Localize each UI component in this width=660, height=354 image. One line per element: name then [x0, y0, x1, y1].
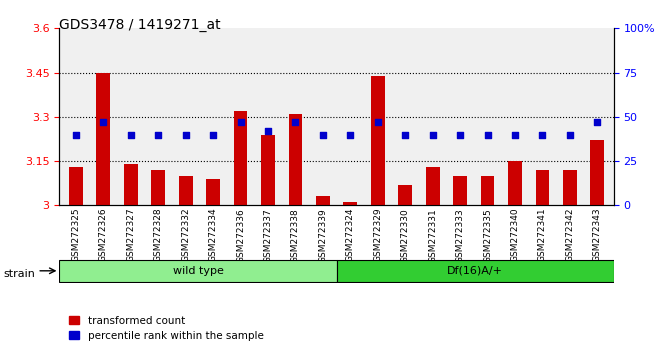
Point: [537, 132, 548, 137]
Text: GSM272337: GSM272337: [263, 208, 273, 263]
Point: [208, 132, 218, 137]
Text: GSM272333: GSM272333: [455, 208, 465, 263]
Point: [153, 132, 164, 137]
Text: GSM272340: GSM272340: [510, 208, 519, 262]
Text: GSM272341: GSM272341: [538, 208, 547, 262]
Text: strain: strain: [3, 269, 35, 279]
Bar: [343, 202, 357, 205]
Text: GSM272342: GSM272342: [566, 208, 574, 262]
Text: GSM272328: GSM272328: [154, 208, 163, 262]
Point: [564, 132, 575, 137]
Text: GSM272332: GSM272332: [181, 208, 190, 262]
Point: [400, 132, 411, 137]
Text: GSM272336: GSM272336: [236, 208, 245, 263]
Text: GSM272330: GSM272330: [401, 208, 410, 263]
Text: GSM272325: GSM272325: [71, 208, 81, 262]
Bar: [261, 135, 275, 205]
Text: GSM272334: GSM272334: [209, 208, 218, 262]
Text: GSM272335: GSM272335: [483, 208, 492, 263]
Legend: transformed count, percentile rank within the sample: transformed count, percentile rank withi…: [65, 312, 267, 345]
Point: [180, 132, 191, 137]
Point: [482, 132, 493, 137]
Text: GSM272329: GSM272329: [374, 208, 382, 262]
Bar: [508, 161, 522, 205]
Bar: [179, 176, 193, 205]
Bar: [288, 114, 302, 205]
Point: [372, 119, 383, 125]
Bar: [426, 167, 440, 205]
Bar: [234, 111, 248, 205]
FancyBboxPatch shape: [59, 260, 337, 282]
Text: GDS3478 / 1419271_at: GDS3478 / 1419271_at: [59, 18, 221, 32]
Bar: [591, 141, 604, 205]
Point: [592, 119, 603, 125]
Point: [98, 119, 109, 125]
Bar: [96, 73, 110, 205]
Point: [345, 132, 356, 137]
Point: [428, 132, 438, 137]
Point: [235, 119, 246, 125]
Text: GSM272338: GSM272338: [291, 208, 300, 263]
Bar: [69, 167, 82, 205]
Bar: [535, 170, 549, 205]
Text: GSM272339: GSM272339: [318, 208, 327, 263]
Text: GSM272343: GSM272343: [593, 208, 602, 262]
Point: [317, 132, 328, 137]
Bar: [563, 170, 577, 205]
Bar: [316, 196, 330, 205]
Bar: [453, 176, 467, 205]
Text: GSM272326: GSM272326: [99, 208, 108, 262]
Text: GSM272327: GSM272327: [126, 208, 135, 262]
Point: [455, 132, 465, 137]
Bar: [371, 75, 385, 205]
Text: Df(16)A/+: Df(16)A/+: [447, 266, 503, 276]
Bar: [151, 170, 165, 205]
FancyBboxPatch shape: [337, 260, 614, 282]
Bar: [480, 176, 494, 205]
Point: [263, 128, 273, 134]
Text: GSM272324: GSM272324: [346, 208, 355, 262]
Bar: [399, 185, 412, 205]
Bar: [124, 164, 138, 205]
Point: [510, 132, 520, 137]
Point: [125, 132, 136, 137]
Point: [290, 119, 301, 125]
Point: [71, 132, 81, 137]
Text: wild type: wild type: [172, 266, 224, 276]
Text: GSM272331: GSM272331: [428, 208, 437, 263]
Bar: [206, 179, 220, 205]
